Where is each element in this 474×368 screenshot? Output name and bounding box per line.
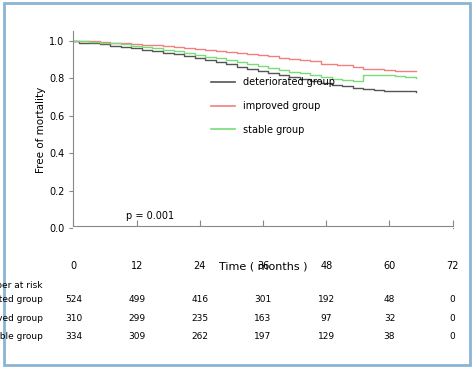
Text: 192: 192 — [318, 296, 335, 304]
Text: 0: 0 — [450, 332, 456, 341]
Text: 301: 301 — [255, 296, 272, 304]
Text: 129: 129 — [318, 332, 335, 341]
Text: 310: 310 — [65, 314, 82, 323]
Text: 38: 38 — [384, 332, 395, 341]
Text: 299: 299 — [128, 314, 145, 323]
Text: 262: 262 — [191, 332, 209, 341]
Text: 97: 97 — [320, 314, 332, 323]
Text: 0: 0 — [450, 314, 456, 323]
Text: stable group: stable group — [0, 332, 43, 341]
Legend: deteriorated group, improved group, stable group: deteriorated group, improved group, stab… — [211, 78, 335, 135]
Text: deteriorated group: deteriorated group — [0, 296, 43, 304]
Text: 235: 235 — [191, 314, 209, 323]
Text: 48: 48 — [384, 296, 395, 304]
Text: 32: 32 — [384, 314, 395, 323]
Text: 499: 499 — [128, 296, 145, 304]
Text: 416: 416 — [191, 296, 209, 304]
Text: 0: 0 — [450, 296, 456, 304]
Text: 163: 163 — [255, 314, 272, 323]
Text: 309: 309 — [128, 332, 146, 341]
Text: Number at risk: Number at risk — [0, 281, 43, 290]
Text: p = 0.001: p = 0.001 — [126, 211, 174, 221]
Text: 334: 334 — [65, 332, 82, 341]
Text: improved group: improved group — [0, 314, 43, 323]
Text: Time ( months ): Time ( months ) — [219, 262, 307, 272]
Text: 524: 524 — [65, 296, 82, 304]
Y-axis label: Free of mortality: Free of mortality — [36, 86, 46, 173]
Text: 197: 197 — [255, 332, 272, 341]
